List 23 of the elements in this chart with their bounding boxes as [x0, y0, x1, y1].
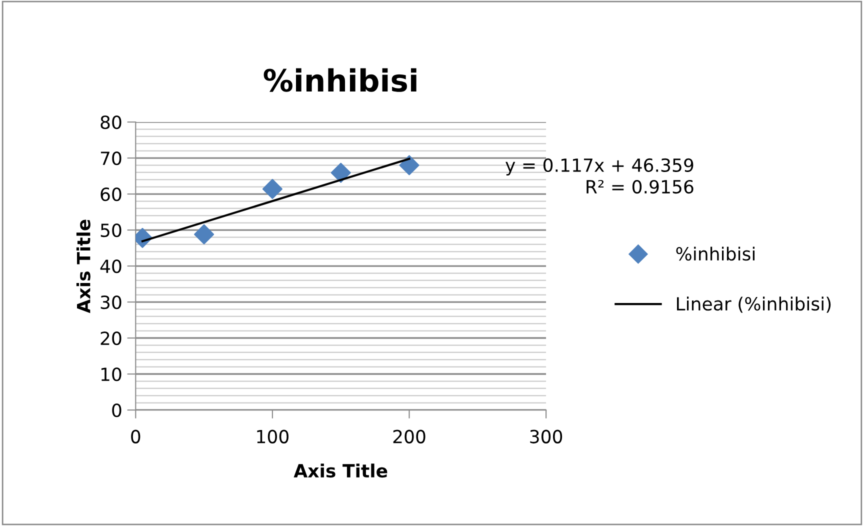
x-tick-label: 0: [131, 430, 140, 444]
y-tick-label: 20: [100, 331, 122, 346]
y-tick-label: 0: [112, 403, 122, 418]
y-tick-label: 30: [100, 295, 122, 310]
annotation: y = 0.117x + 46.359 R² = 0.9156: [506, 158, 694, 194]
chart-title: %inhibisi: [264, 68, 416, 92]
legend-label: %inhibisi: [676, 246, 755, 261]
y-tick-label: 80: [100, 115, 122, 130]
point: [399, 155, 420, 176]
y-tick-label: 50: [100, 223, 122, 238]
x-tick-label: 200: [393, 430, 426, 444]
x-axis-title: Axis Title: [294, 464, 388, 478]
point: [262, 178, 282, 199]
x-tick-label: 300: [530, 430, 562, 444]
point: [194, 224, 214, 244]
point: [330, 162, 351, 183]
y-tick-label: 70: [100, 151, 122, 166]
legend-label: Linear (%inhibisi): [677, 296, 831, 313]
y-tick-label: 60: [100, 187, 122, 202]
x-tick-label: 100: [257, 430, 288, 444]
y-axis-title: Axis Title: [76, 220, 90, 314]
y-tick-label: 10: [101, 367, 122, 382]
y-tick-label: 40: [100, 259, 122, 274]
